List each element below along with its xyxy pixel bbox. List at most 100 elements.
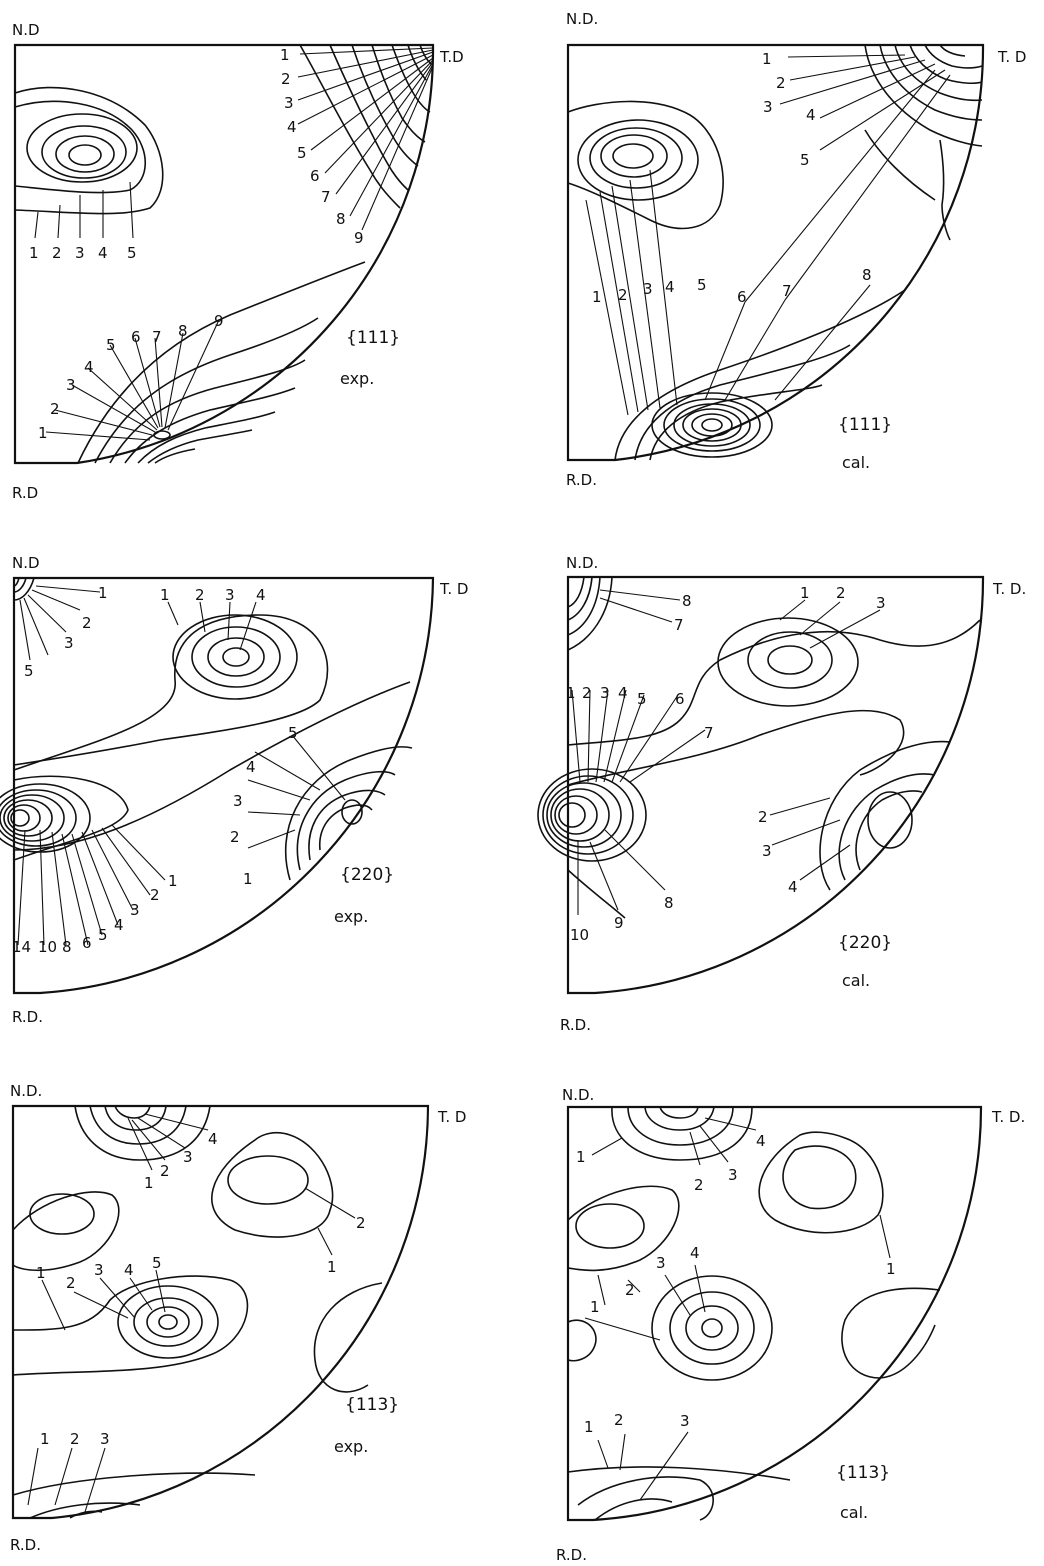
data-kind-label: cal. <box>842 971 870 990</box>
contour-label: 2 <box>618 286 628 304</box>
contour-label: 9 <box>614 914 624 932</box>
contour-label: 4 <box>756 1132 766 1150</box>
contour-group-rd <box>0 775 166 946</box>
contour-label: 2 <box>52 244 62 262</box>
contour-label: 14 <box>12 938 31 956</box>
contour-label: 8 <box>62 938 72 956</box>
plane-label: {113} <box>345 1395 399 1415</box>
contour-label: 5 <box>297 144 307 162</box>
contour-group-mid <box>567 100 724 416</box>
contour-label: 1 <box>160 586 170 604</box>
contour-label: 2 <box>195 586 205 604</box>
contour-label: 1 <box>144 1174 154 1192</box>
contour-label: 2 <box>758 808 768 826</box>
plane-label: {111} <box>838 415 892 435</box>
contour-label: 5 <box>98 926 108 944</box>
contour-label: 6 <box>131 328 141 346</box>
nd-axis-label: N.D. <box>566 10 598 28</box>
contour-label: 1 <box>576 1148 586 1166</box>
plane-label: {113} <box>836 1463 890 1483</box>
contour-label: 1 <box>38 424 48 442</box>
contour-label: 3 <box>66 376 76 394</box>
contour-group-mid <box>584 1264 773 1381</box>
contour-label: 1 <box>98 584 108 602</box>
contour-group-left <box>571 689 706 783</box>
contour-label: 1 <box>592 288 602 306</box>
panel-111-exp: N.D T.D R.D 1 2 3 4 5 <box>12 21 464 502</box>
contour-label: 3 <box>100 1430 110 1448</box>
contour-label: 7 <box>674 616 684 634</box>
contour-label: 8 <box>178 322 188 340</box>
contour-label: 5 <box>288 724 298 742</box>
contour-label: 3 <box>284 94 294 112</box>
rd-axis-label: R.D. <box>560 1016 591 1034</box>
contour-label: 4 <box>788 878 798 896</box>
contour-label: 5 <box>106 336 116 354</box>
rd-axis-label: R.D. <box>12 1008 43 1026</box>
quadrant-frame <box>13 43 435 465</box>
contour-label: 4 <box>256 586 266 604</box>
contour-label: 4 <box>84 358 94 376</box>
contour-label: 9 <box>354 229 364 247</box>
contour-label: 1 <box>36 1264 46 1282</box>
contour-group-rd <box>45 261 366 464</box>
contour-label: 1 <box>243 870 253 888</box>
contour-label: 2 <box>50 400 60 418</box>
contour-group-nd <box>567 576 681 651</box>
nd-axis-label: N.D <box>12 554 40 572</box>
data-kind-label: cal. <box>840 1503 868 1522</box>
contour-label: 2 <box>82 614 92 632</box>
contour-label: 4 <box>287 118 297 136</box>
contour-label: 3 <box>233 792 243 810</box>
contour-group-left <box>12 1191 120 1272</box>
contour-group-td <box>297 44 434 231</box>
contour-group-left <box>567 1185 680 1362</box>
quadrant-frame <box>11 1104 430 1520</box>
contour-label: 2 <box>582 684 592 702</box>
contour-label: 7 <box>152 328 162 346</box>
rd-axis-label: R.D <box>12 484 38 502</box>
contour-label: 1 <box>29 244 39 262</box>
contour-group-rd <box>567 1431 791 1521</box>
contour-label: 2 <box>836 584 846 602</box>
td-axis-label: T. D <box>437 1108 466 1126</box>
contour-group-rd <box>614 69 951 461</box>
plane-label: {111} <box>346 328 400 348</box>
contour-label: 4 <box>114 916 124 934</box>
td-axis-label: T. D. <box>992 580 1026 598</box>
contour-label: 5 <box>800 151 810 169</box>
contour-label: 8 <box>336 210 346 228</box>
contour-label: 1 <box>566 684 576 702</box>
contour-label: 2 <box>356 1214 366 1232</box>
contour-label: 1 <box>327 1258 337 1276</box>
contour-group-top <box>13 601 329 771</box>
contour-group-top <box>591 1106 757 1166</box>
contour-label: 2 <box>614 1411 624 1429</box>
contour-label: 3 <box>876 594 886 612</box>
contour-label: 3 <box>762 842 772 860</box>
plane-label: {220} <box>838 933 892 953</box>
contour-label: 6 <box>310 167 320 185</box>
contour-group-rd <box>537 768 666 919</box>
contour-label: 1 <box>762 50 772 68</box>
panel-220-exp: N.D T. D R.D. 5 3 2 1 1 <box>0 554 468 1026</box>
rd-axis-label: R.D. <box>10 1536 41 1554</box>
contour-group-top <box>74 1105 211 1171</box>
data-kind-label: exp. <box>334 907 368 926</box>
panel-113-cal: N.D. T. D. R.D. 1 2 3 4 1 <box>556 1086 1025 1564</box>
contour-label: 4 <box>246 758 256 776</box>
contour-label: 6 <box>675 690 685 708</box>
contour-group-upper-right <box>211 1132 356 1256</box>
td-axis-label: T.D <box>439 48 464 66</box>
nd-axis-label: N.D. <box>566 554 598 572</box>
contour-label: 4 <box>665 278 675 296</box>
contour-label: 7 <box>704 724 714 742</box>
contour-group-nd <box>13 577 101 661</box>
td-axis-label: T. D. <box>991 1108 1025 1126</box>
contour-label: 1 <box>886 1260 896 1278</box>
data-kind-label: cal. <box>842 453 870 472</box>
contour-label: 1 <box>40 1430 50 1448</box>
contour-label: 10 <box>38 938 57 956</box>
contour-label: 8 <box>664 894 674 912</box>
contour-label: 2 <box>230 828 240 846</box>
